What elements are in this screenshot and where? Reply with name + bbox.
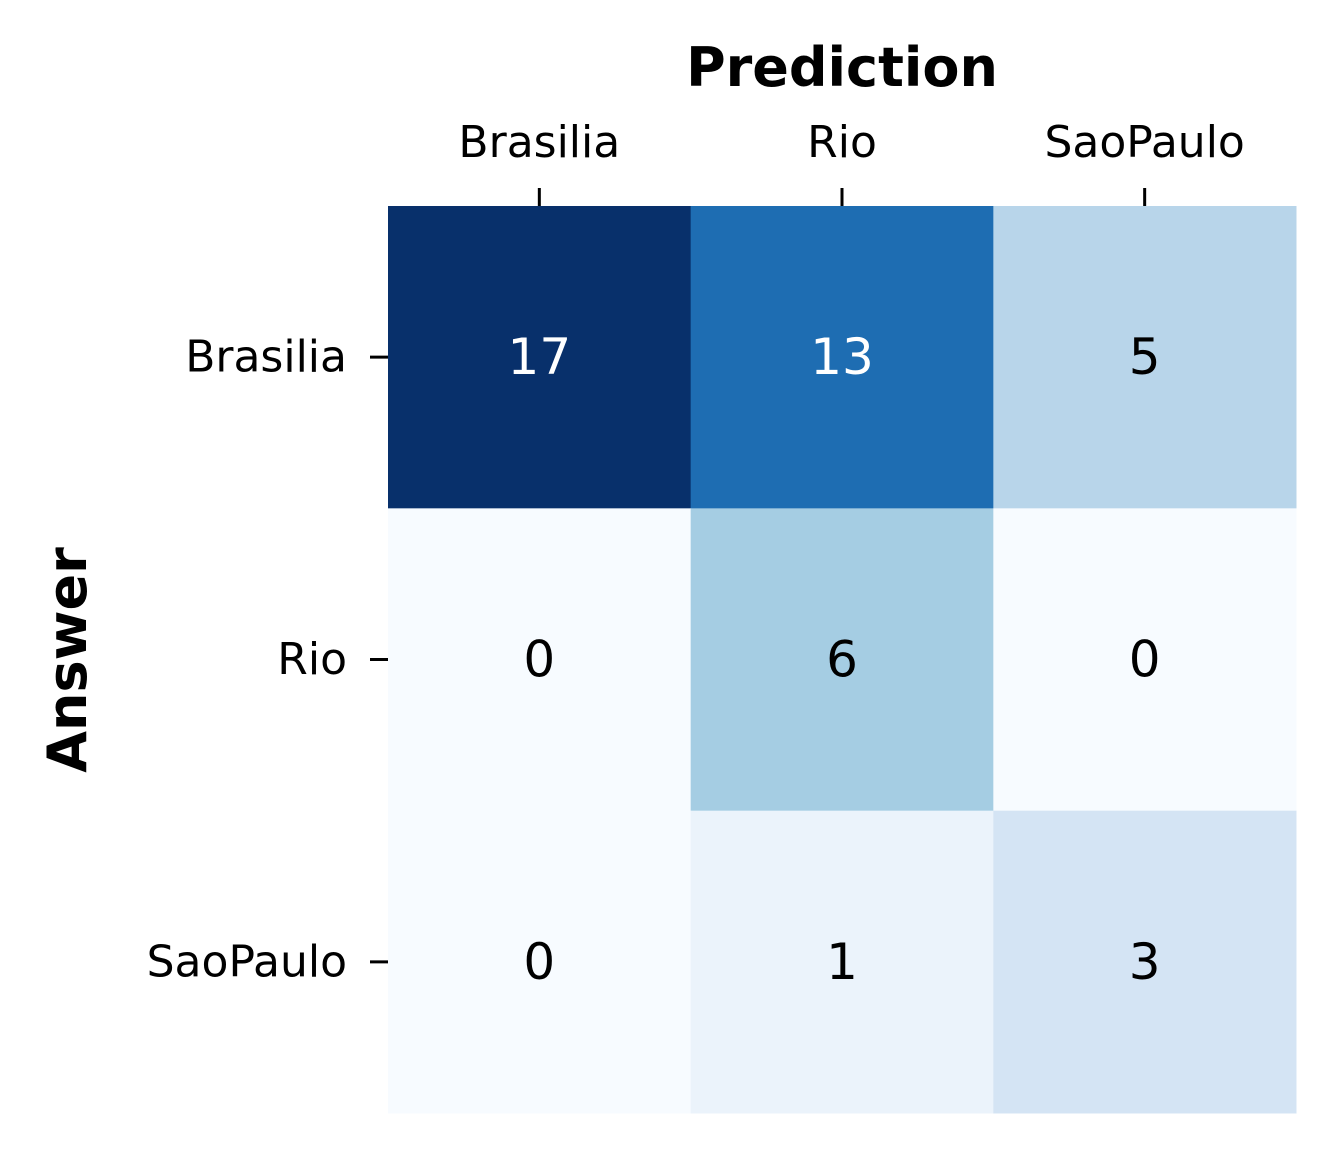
cell-value-label: 5	[1129, 328, 1161, 386]
cell-value-label: 17	[508, 328, 572, 386]
heatmap-cell	[388, 508, 692, 812]
cell-value-label: 0	[1129, 631, 1161, 689]
x-axis-title: Prediction	[686, 36, 998, 99]
x-axis-ticks: Brasilia Rio SaoPaulo	[458, 117, 1245, 206]
heatmap-cell	[690, 206, 994, 509]
heatmap-cells	[388, 206, 1297, 1114]
cell-value-label: 13	[810, 328, 874, 386]
y-tick-label: Rio	[277, 634, 347, 685]
heatmap-cell	[690, 810, 994, 1114]
heatmap-cell-labels: 17 13 50 6 00 1 3	[508, 328, 1161, 991]
x-tick-label: SaoPaulo	[1044, 117, 1244, 168]
heatmap-cell	[993, 206, 1297, 509]
cell-value-label: 3	[1129, 933, 1161, 991]
x-tick-label: Rio	[807, 117, 877, 168]
heatmap-cell	[993, 810, 1297, 1114]
y-tick-label: SaoPaulo	[147, 936, 347, 987]
cell-value-label: 1	[826, 933, 858, 991]
y-tick-label: Brasilia	[185, 332, 347, 383]
cell-value-label: 6	[826, 631, 858, 689]
cell-value-label: 0	[523, 631, 555, 689]
heatmap-cell	[388, 206, 692, 509]
heatmap-cell	[690, 508, 994, 812]
y-axis-title: Answer	[36, 547, 99, 773]
heatmap-cell	[388, 810, 692, 1114]
heatmap-cell	[993, 508, 1297, 812]
cell-value-label: 0	[523, 933, 555, 991]
y-axis-ticks: Brasilia Rio SaoPaulo	[147, 332, 388, 987]
x-tick-label: Brasilia	[458, 117, 620, 168]
